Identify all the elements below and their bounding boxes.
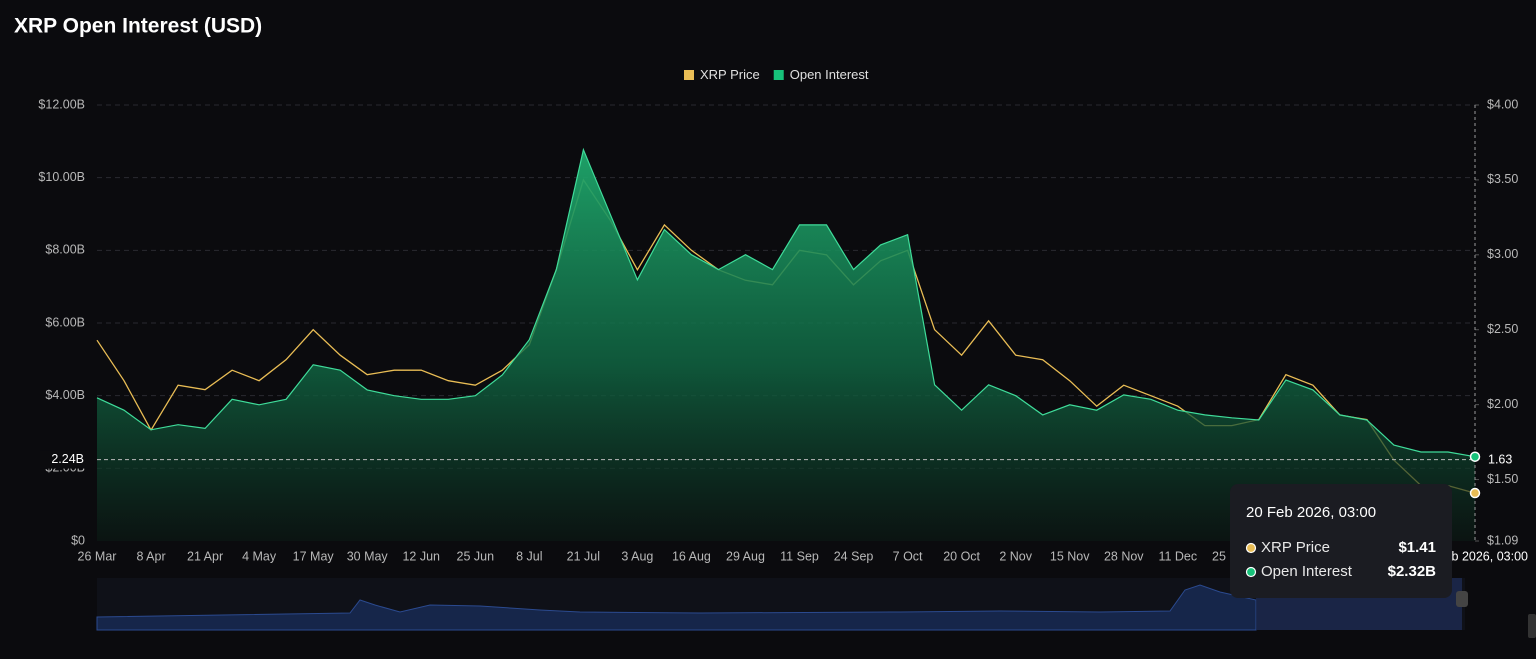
x-tick-label: 8 Jul bbox=[516, 549, 542, 563]
y2-tick-label: $3.50 bbox=[1487, 172, 1518, 186]
x-tick-label: 26 Mar bbox=[78, 549, 117, 563]
x-tick-label: 24 Sep bbox=[834, 549, 874, 563]
tooltip-title: 20 Feb 2026, 03:00 bbox=[1246, 504, 1376, 521]
x-tick-label: 25 Jun bbox=[457, 549, 495, 563]
x-tick-label: 21 Jul bbox=[567, 549, 600, 563]
plot: $0$2.00B$4.00B$6.00B$8.00B$10.00B$12.00B… bbox=[38, 97, 1536, 566]
y-tick-label: $8.00B bbox=[45, 243, 85, 257]
crosshair-y-label: 2.24B bbox=[51, 452, 84, 466]
y2-tick-label: $3.00 bbox=[1487, 247, 1518, 261]
x-tick-label: 16 Aug bbox=[672, 549, 711, 563]
crosshair-y2-label: 1.63 bbox=[1488, 452, 1512, 466]
point bbox=[1469, 451, 1481, 462]
y2-tick-label: $2.50 bbox=[1487, 322, 1518, 336]
x-tick-label: 11 Sep bbox=[780, 549, 819, 563]
crosshair-y-box bbox=[40, 450, 90, 469]
y2-tick-label: $2.00 bbox=[1487, 397, 1518, 411]
legend-label: XRP Price bbox=[700, 67, 760, 82]
x-tick-label: 8 Apr bbox=[136, 549, 165, 563]
x-tick-label: 30 May bbox=[347, 549, 389, 563]
x-tick-label: 29 Aug bbox=[726, 549, 765, 563]
y-tick-label: $4.00B bbox=[45, 388, 85, 402]
tooltip-box bbox=[1230, 484, 1452, 598]
y-tick-label: $6.00B bbox=[45, 315, 85, 329]
tooltip-label: XRP Price bbox=[1261, 539, 1330, 556]
x-tick-label: 7 Oct bbox=[893, 549, 923, 563]
area bbox=[97, 149, 1475, 541]
x-tick-label: 20 Oct bbox=[943, 549, 980, 563]
legend-swatch bbox=[684, 70, 694, 80]
x-tick-label: 15 Nov bbox=[1050, 549, 1090, 563]
tooltip-label: Open Interest bbox=[1261, 563, 1353, 580]
y2-tick-label: $1.50 bbox=[1487, 472, 1518, 486]
x-tick-label: 2 Nov bbox=[999, 549, 1032, 563]
tooltip: 20 Feb 2026, 03:00 XRP Price $1.41 Open … bbox=[1230, 484, 1452, 598]
y-tick-label: $12.00B bbox=[38, 97, 85, 111]
tooltip-marker bbox=[1245, 566, 1257, 578]
tooltip-value: $1.41 bbox=[1398, 539, 1436, 556]
y2-tick-label: $4.00 bbox=[1487, 97, 1518, 111]
area-line bbox=[96, 147, 1476, 458]
tooltip-value: $2.32B bbox=[1388, 563, 1437, 580]
point bbox=[1469, 487, 1481, 499]
chart-title: XRP Open Interest (USD) bbox=[14, 15, 262, 38]
legend-swatch bbox=[773, 70, 784, 80]
legend-label: Open Interest bbox=[790, 67, 869, 82]
tooltip-marker bbox=[1245, 542, 1257, 554]
x-tick-label: 3 Aug bbox=[621, 549, 653, 563]
scrollbar[interactable] bbox=[1528, 614, 1536, 638]
legend: XRP Price Open Interest bbox=[684, 67, 869, 82]
x-tick-label: 12 Jun bbox=[402, 549, 440, 563]
x-tick-label: 11 Dec bbox=[1158, 549, 1197, 563]
x-tick-label: 17 May bbox=[293, 549, 335, 563]
y2-tick-label: $1.09 bbox=[1487, 533, 1518, 547]
y-tick-label: $10.00B bbox=[38, 170, 85, 184]
crosshair-y2-box bbox=[1480, 451, 1520, 470]
navigator-handle[interactable] bbox=[1456, 591, 1468, 607]
x-tick-label: 4 May bbox=[242, 549, 277, 563]
x-tick-label: 21 Apr bbox=[187, 549, 223, 563]
y-tick-label: $0 bbox=[71, 533, 85, 547]
x-tick-label: 28 Nov bbox=[1104, 549, 1144, 563]
